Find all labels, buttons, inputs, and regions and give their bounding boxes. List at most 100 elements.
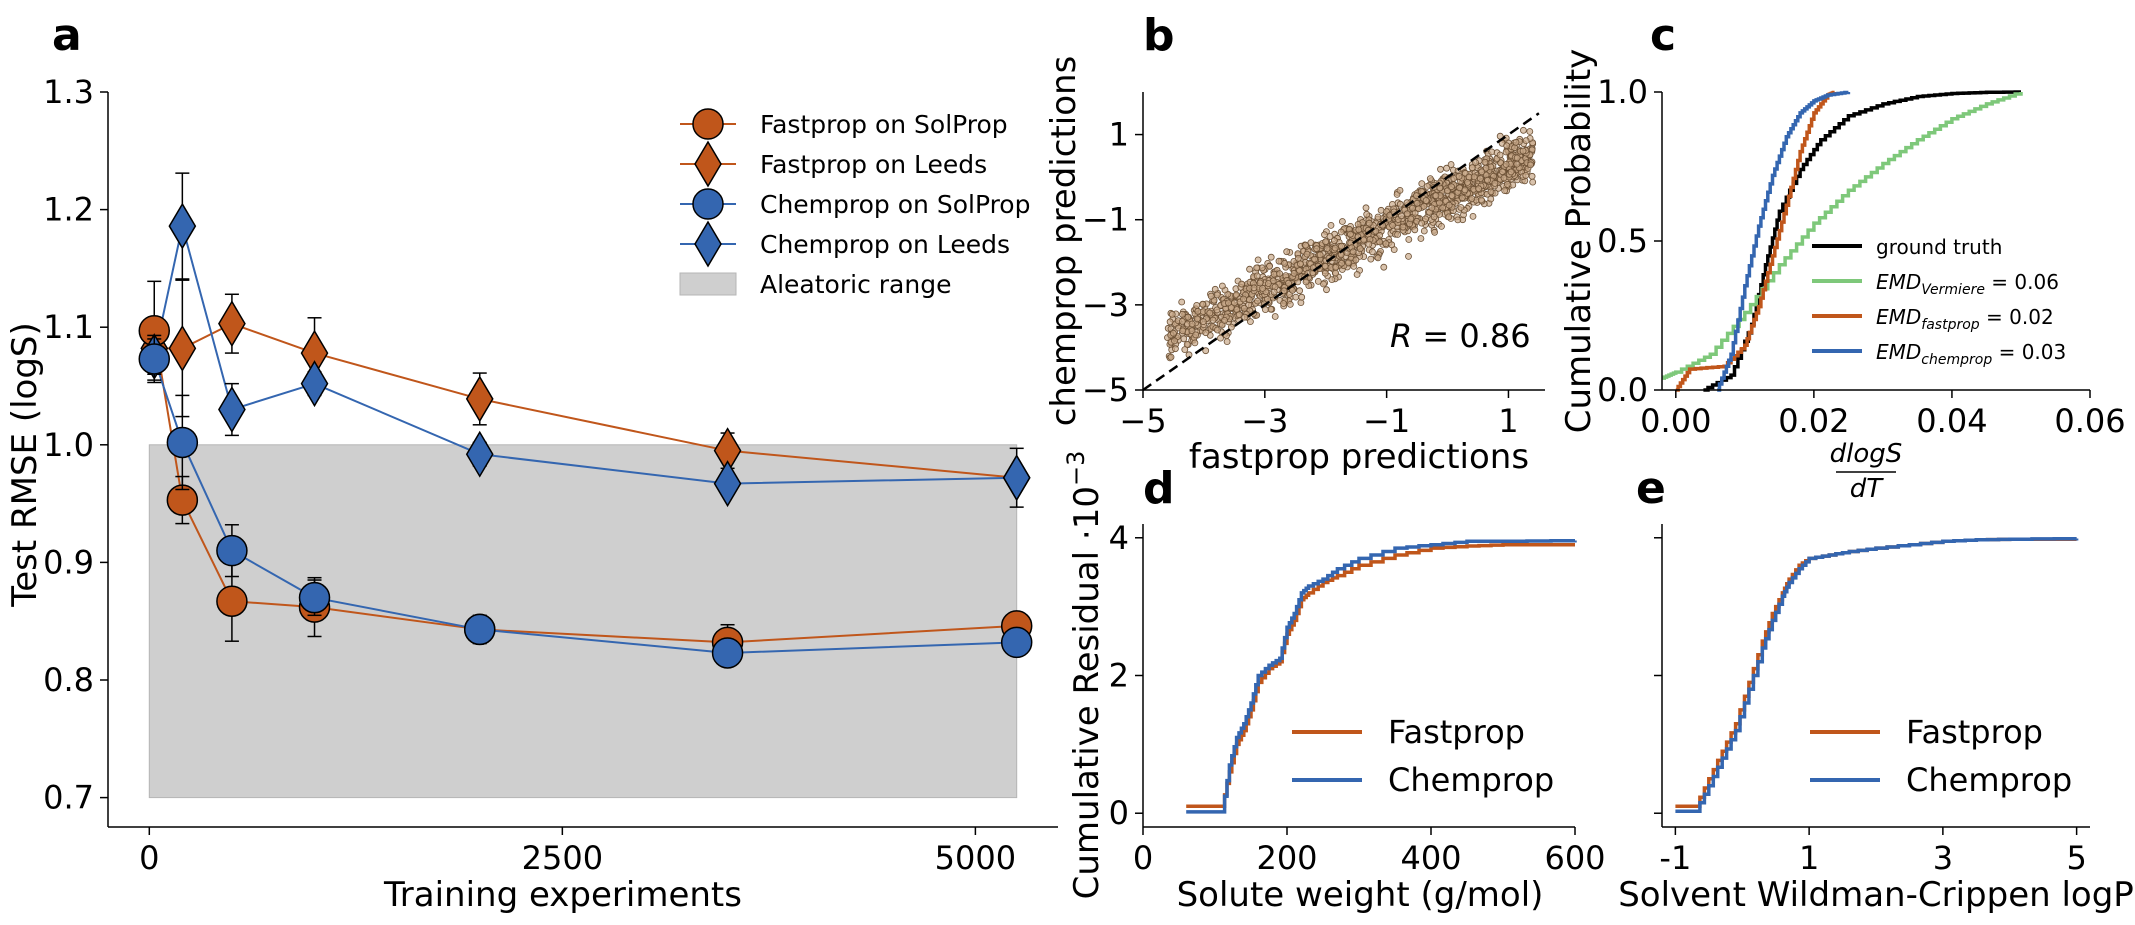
b-data-point — [1166, 318, 1174, 326]
c-xtick-label: 0.00 — [1640, 402, 1711, 440]
b-data-point — [1332, 263, 1340, 271]
a-ytick-label: 0.7 — [43, 779, 94, 817]
a-data-point — [1000, 626, 1033, 659]
b-data-point — [1337, 228, 1345, 236]
b-data-point — [1188, 327, 1196, 335]
d-y-label-exponent: −3 — [1062, 451, 1090, 486]
c-xtick-label: 0.06 — [2054, 402, 2125, 440]
b-data-point — [1458, 194, 1466, 202]
b-ytick-label: −1 — [1082, 201, 1129, 239]
b-data-point — [1188, 320, 1196, 328]
b-data-point — [1292, 293, 1300, 301]
b-data-point — [1472, 159, 1479, 166]
b-data-point — [1528, 172, 1536, 180]
legend-marker — [694, 140, 722, 188]
panel-letter: e — [1636, 463, 1666, 514]
b-data-point — [1328, 276, 1336, 284]
b-data-point — [1502, 160, 1510, 168]
a-ytick-label: 0.9 — [43, 543, 94, 581]
b-data-point — [1286, 300, 1294, 308]
b-data-point — [1254, 256, 1262, 264]
b-data-point — [1356, 245, 1364, 253]
b-data-point — [1298, 293, 1306, 301]
panel-d: 0 200 400 600 0 2 4 Solute weight (g/mol) Cumula… — [1062, 451, 1606, 915]
b-r-symbol: R — [1390, 317, 1412, 355]
d-y-label-main: Cumulative Residual ·10 — [1067, 486, 1107, 899]
a-ytick-label: 1.1 — [43, 308, 94, 346]
b-data-point — [1388, 241, 1396, 249]
b-data-point — [1411, 226, 1419, 234]
b-data-point — [1439, 204, 1447, 212]
d-xtick-label: 600 — [1544, 839, 1605, 877]
aleatoric-range-band — [148, 444, 1018, 799]
b-data-point — [1502, 148, 1510, 156]
a-ytick-label: 1.2 — [43, 191, 94, 229]
b-y-axis-label: chemprop predictions — [1044, 56, 1084, 427]
d-xtick-label: 0 — [1133, 839, 1153, 877]
panel-letter: b — [1143, 10, 1175, 61]
b-data-point — [1417, 235, 1425, 242]
b-xtick-label: −5 — [1119, 402, 1166, 440]
a-ytick-label: 1.3 — [43, 73, 94, 111]
legend-emd: EMD — [1876, 340, 1921, 364]
legend-emd: EMD — [1876, 270, 1921, 294]
b-data-point — [1420, 202, 1428, 210]
b-data-point — [1322, 238, 1329, 246]
b-data-point — [1478, 168, 1486, 176]
b-data-point — [1367, 255, 1375, 263]
legend-label: Fastprop on SolProp — [760, 110, 1008, 139]
d-x-axis-label: Solute weight (g/mol) — [1177, 875, 1544, 915]
a-data-point — [138, 343, 171, 375]
legend-label: ground truth — [1876, 235, 2002, 259]
e-series-line — [1675, 536, 2079, 813]
b-data-point — [1398, 212, 1405, 220]
b-data-point — [1448, 183, 1455, 191]
b-data-point — [1396, 186, 1404, 194]
b-data-point — [1504, 180, 1511, 188]
legend-value: = 0.03 — [1992, 340, 2066, 364]
b-data-point — [1267, 253, 1275, 261]
c-x-label-denominator: dT — [1850, 474, 1885, 504]
b-ytick-label: 1 — [1109, 116, 1129, 154]
panel-letter: a — [52, 10, 82, 61]
b-data-point — [1374, 213, 1382, 221]
c-y-axis-label: Cumulative Probability — [1559, 49, 1599, 434]
b-data-point — [1223, 338, 1231, 346]
b-data-point — [1206, 309, 1214, 317]
b-data-point — [1448, 192, 1456, 199]
b-data-point — [1265, 280, 1272, 287]
b-data-point — [1405, 236, 1413, 243]
legend-subscript: chemprop — [1921, 352, 1992, 368]
b-data-point — [1168, 310, 1176, 318]
b-data-point — [1238, 280, 1245, 288]
d-ytick-label: 2 — [1109, 657, 1129, 695]
legend-emd: EMD — [1876, 305, 1921, 329]
b-x-axis-label: fastprop predictions — [1189, 437, 1529, 477]
b-data-point — [1478, 196, 1485, 204]
b-data-point — [1202, 329, 1210, 337]
a-ytick-label: 1.0 — [43, 426, 94, 464]
b-data-point — [1377, 206, 1385, 214]
b-data-point — [1314, 277, 1322, 285]
legend-label: Chemprop — [1906, 761, 2072, 799]
a-data-point — [216, 534, 248, 567]
e-xtick-label: -1 — [1659, 839, 1691, 877]
b-data-point — [1394, 231, 1401, 238]
b-ytick-label: −3 — [1082, 286, 1129, 324]
b-data-point — [1409, 204, 1416, 212]
b-data-point — [1199, 318, 1207, 326]
b-data-point — [1225, 299, 1232, 307]
b-data-point — [1456, 184, 1463, 192]
b-data-point — [1369, 248, 1376, 256]
c-xtick-label: 0.02 — [1778, 402, 1849, 440]
legend-subscript: fastprop — [1921, 317, 1979, 333]
b-data-point — [1426, 175, 1434, 183]
b-data-point — [1254, 297, 1261, 305]
d-y-axis-label: Cumulative Residual ·10−3 — [1062, 451, 1107, 900]
legend-marker — [692, 108, 724, 140]
b-xtick-label: −3 — [1241, 402, 1288, 440]
b-data-point — [1209, 316, 1217, 324]
b-data-point — [1513, 160, 1521, 168]
b-data-point — [1167, 353, 1175, 361]
